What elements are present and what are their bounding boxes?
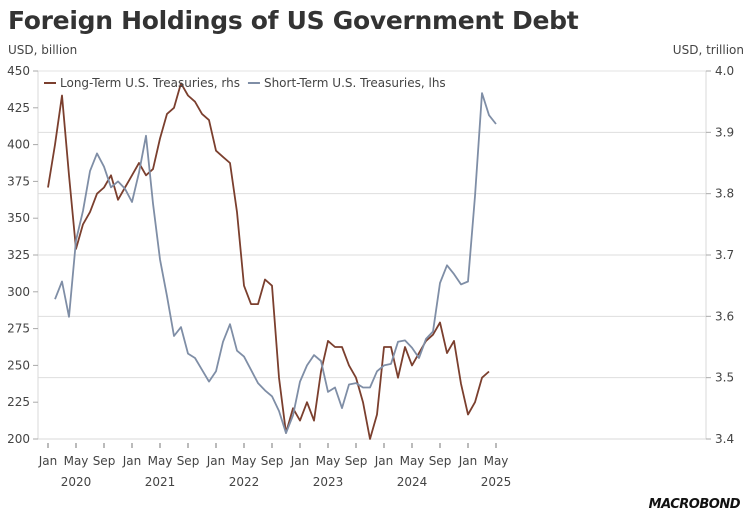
chart-title: Foreign Holdings of US Government Debt [8, 6, 579, 35]
macrobond-logo: MACROBOND [648, 497, 741, 512]
left-axis-tick-label: 400 [7, 138, 30, 152]
x-axis-tick-label: Jan [458, 454, 478, 468]
right-axis-tick-label: 3.6 [715, 309, 734, 323]
left-axis-tick-label: 250 [7, 358, 30, 372]
right-axis-tick-label: 3.9 [715, 125, 734, 139]
left-axis-tick-label: 225 [7, 395, 30, 409]
x-axis-tick-label: Sep [261, 454, 284, 468]
x-axis-tick-label: Jan [206, 454, 226, 468]
x-axis-tick-label: Jan [122, 454, 142, 468]
x-axis-tick-label: Jan [290, 454, 310, 468]
right-axis-tick-label: 3.4 [715, 432, 734, 446]
left-axis-tick-label: 325 [7, 248, 30, 262]
left-axis-tick-label: 275 [7, 322, 30, 336]
x-axis-tick-label: May [400, 454, 425, 468]
x-axis-year-label: 2023 [313, 475, 344, 489]
x-axis-tick-label: Jan [38, 454, 58, 468]
x-axis-tick-label: May [316, 454, 341, 468]
left-axis-tick-label: 450 [7, 64, 30, 78]
x-axis-tick-label: Sep [345, 454, 368, 468]
right-axis-tick-label: 3.5 [715, 371, 734, 385]
x-axis-year-label: 2024 [397, 475, 428, 489]
x-axis-tick-label: May [232, 454, 257, 468]
right-axis-unit-label: USD, trillion [672, 43, 744, 57]
x-axis-tick-label: Jan [374, 454, 394, 468]
x-axis-year-label: 2025 [481, 475, 512, 489]
long-term-treasuries-line [47, 82, 490, 440]
x-axis-tick-label: May [64, 454, 89, 468]
x-axis-tick-label: Sep [429, 454, 452, 468]
x-axis-tick-label: Sep [93, 454, 116, 468]
gridlines [38, 70, 706, 379]
left-axis-unit-label: USD, billion [8, 43, 78, 57]
axes: 4.0 3.9 3.8 3.7 3.6 3.5 3.4 450 425 400 375 350 325 3… [7, 64, 734, 489]
right-axis-tick-label: 3.8 [715, 187, 734, 201]
series-lines [47, 82, 497, 440]
left-axis-tick-label: 300 [7, 285, 30, 299]
x-axis-year-label: 2021 [145, 475, 176, 489]
x-axis-year-label: 2022 [229, 475, 260, 489]
left-axis-tick-label: 375 [7, 174, 30, 188]
left-axis-tick-label: 425 [7, 101, 30, 115]
left-axis-tick-label: 200 [7, 432, 30, 446]
legend-label-long-term: Long-Term U.S. Treasuries, rhs [60, 76, 240, 90]
right-axis-tick-label: 3.7 [715, 248, 734, 262]
x-axis-tick-label: May [484, 454, 509, 468]
short-term-treasuries-line [54, 92, 497, 435]
legend: Long-Term U.S. Treasuries, rhs Short-Term… [44, 76, 446, 90]
left-axis-tick-label: 350 [7, 211, 30, 225]
x-axis-tick-label: Sep [177, 454, 200, 468]
x-axis-tick-label: May [148, 454, 173, 468]
right-axis-tick-label: 4.0 [715, 64, 734, 78]
x-axis-year-label: 2020 [61, 475, 92, 489]
legend-label-short-term: Short-Term U.S. Treasuries, lhs [264, 76, 446, 90]
